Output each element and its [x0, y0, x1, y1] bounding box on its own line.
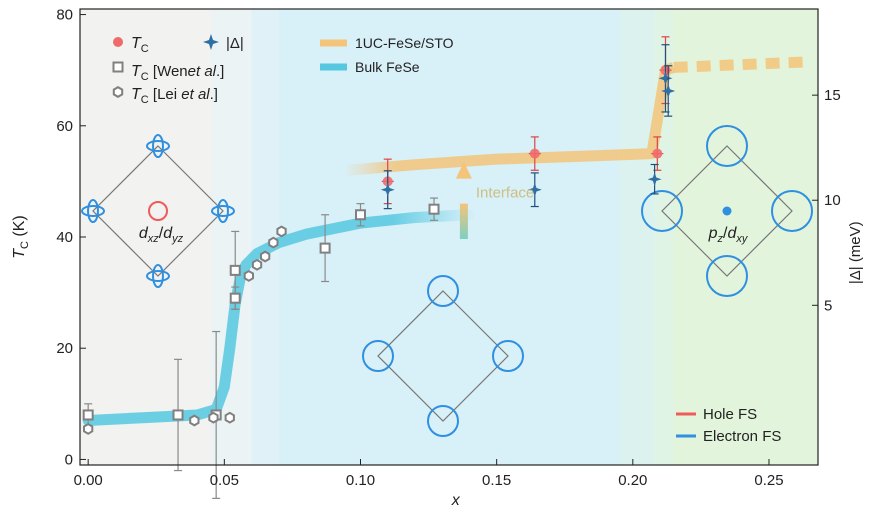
lei-tc-point	[260, 250, 271, 263]
legend-lei-marker	[112, 86, 124, 98]
lei-tc-point	[83, 422, 94, 435]
legend-gap-label: |Δ|	[226, 35, 244, 52]
interface-arrow-shaft	[459, 203, 468, 239]
axis-ticks	[80, 14, 818, 465]
lei-tc-point	[268, 236, 279, 249]
y-left-axis-label: TC (K)	[11, 215, 31, 259]
electron-fs-ellipse	[211, 205, 235, 217]
wen-tc-point	[354, 209, 366, 221]
gap-point	[527, 182, 542, 197]
brillouin-zone-middle	[377, 290, 509, 422]
y-right-axis-label: |Δ| (meV)	[847, 221, 864, 284]
wen-tc-point	[82, 409, 94, 421]
gamma-pocket-dot	[722, 206, 732, 216]
interface-arrow-head	[455, 161, 472, 179]
electron-fs-circle	[427, 405, 459, 437]
legend-film-label: 1UC-FeSe/STO	[355, 35, 454, 51]
y-left-tick-label: 80	[56, 7, 73, 24]
y-left-tick-label: 40	[56, 229, 73, 246]
wen-tc-point	[428, 203, 440, 215]
legend-lei-label: TC [Lei et al.]	[131, 86, 218, 106]
legend-hole-label: Hole FS	[703, 406, 757, 423]
x-tick-label: 0.20	[618, 472, 647, 489]
wen-tc-point	[319, 242, 331, 254]
lei-tc-point	[243, 269, 254, 282]
x-tick-label: 0.00	[74, 472, 103, 489]
legend-tc-marker	[113, 37, 123, 47]
lei-tc-point	[251, 258, 263, 271]
legend-wen-marker	[112, 61, 124, 73]
x-tick-label: 0.15	[482, 472, 511, 489]
wen-tc-point	[229, 264, 241, 276]
legend-tc-label: TC	[131, 35, 149, 55]
legend-bulk-label: Bulk FeSe	[355, 59, 420, 75]
hole-pocket-icon	[81, 199, 105, 223]
electron-fs-ellipse	[81, 205, 105, 217]
electron-fs-circle	[362, 340, 394, 372]
tc-point	[529, 148, 540, 159]
electron-fs-ellipse	[146, 270, 170, 282]
lei-tc-point	[276, 225, 287, 238]
wen-tc-point	[229, 292, 241, 304]
legend-electron-label: Electron FS	[703, 428, 781, 445]
legend: TC |Δ|TC [Wenet al.] TC [Lei et al.] 1UC-Fe…	[112, 34, 781, 445]
lei-tc-point	[208, 411, 219, 424]
y-right-tick-label: 5	[824, 297, 832, 314]
electron-fs-ellipse	[217, 199, 229, 223]
legend-wen-label: TC [Wenet al.]	[131, 63, 224, 83]
gap-point	[661, 84, 676, 98]
interface-label: Interface	[476, 185, 534, 202]
orbital-label-left: dxz/dyz	[139, 225, 184, 245]
electron-fs-circle	[492, 340, 524, 372]
gap-point	[647, 172, 662, 187]
brillouin-zone-right	[661, 145, 793, 277]
electron-fs-ellipse	[146, 140, 170, 152]
electron-fs-ellipse	[152, 134, 164, 158]
x-tick-label: 0.05	[210, 472, 239, 489]
electron-fs-ellipse	[152, 264, 164, 288]
x-axis-label: x	[451, 492, 461, 509]
legend-gap-marker	[203, 34, 219, 50]
plot-frame-rect	[79, 8, 819, 466]
electron-fs-ellipse	[87, 199, 99, 223]
fermi-surface-insets	[81, 125, 813, 437]
background-regions	[80, 9, 818, 465]
hole-pocket-icon	[146, 134, 170, 158]
background-region-2	[654, 9, 818, 465]
lei-tc-point	[189, 414, 200, 427]
hole-pocket-icon	[211, 199, 235, 223]
x-tick-label: 0.25	[754, 472, 783, 489]
y-left-tick-label: 0	[65, 451, 73, 468]
y-right-tick-label: 10	[824, 192, 841, 209]
tc-point	[652, 148, 663, 159]
brillouin-zone-left	[92, 145, 224, 277]
wen-tc-point	[172, 409, 184, 421]
y-right-tick-label: 15	[824, 87, 841, 104]
hole-pocket-icon	[146, 264, 170, 288]
bulk-fese-curve	[82, 209, 475, 426]
electron-fs-circle	[771, 190, 813, 232]
plot-frame	[79, 8, 819, 466]
x-tick-label: 0.10	[346, 472, 375, 489]
y-left-tick-label: 20	[56, 340, 73, 357]
gap-point	[658, 71, 673, 86]
y-left-tick-label: 60	[56, 118, 73, 135]
data-points	[82, 36, 676, 499]
electron-fs-circle	[706, 255, 748, 297]
electron-fs-circle	[706, 125, 748, 167]
lei-tc-point	[224, 411, 235, 424]
labels: 0.00 0.05 0.10 0.15 0.20 0.25 0 20 40 60 80 5 10 15 x T…	[11, 7, 864, 509]
orbital-label-right: pz/dxy	[708, 225, 749, 245]
gap-point	[380, 182, 395, 197]
hole-fs-circle	[148, 201, 168, 221]
electron-fs-circle	[427, 275, 459, 307]
electron-fs-circle	[641, 190, 683, 232]
